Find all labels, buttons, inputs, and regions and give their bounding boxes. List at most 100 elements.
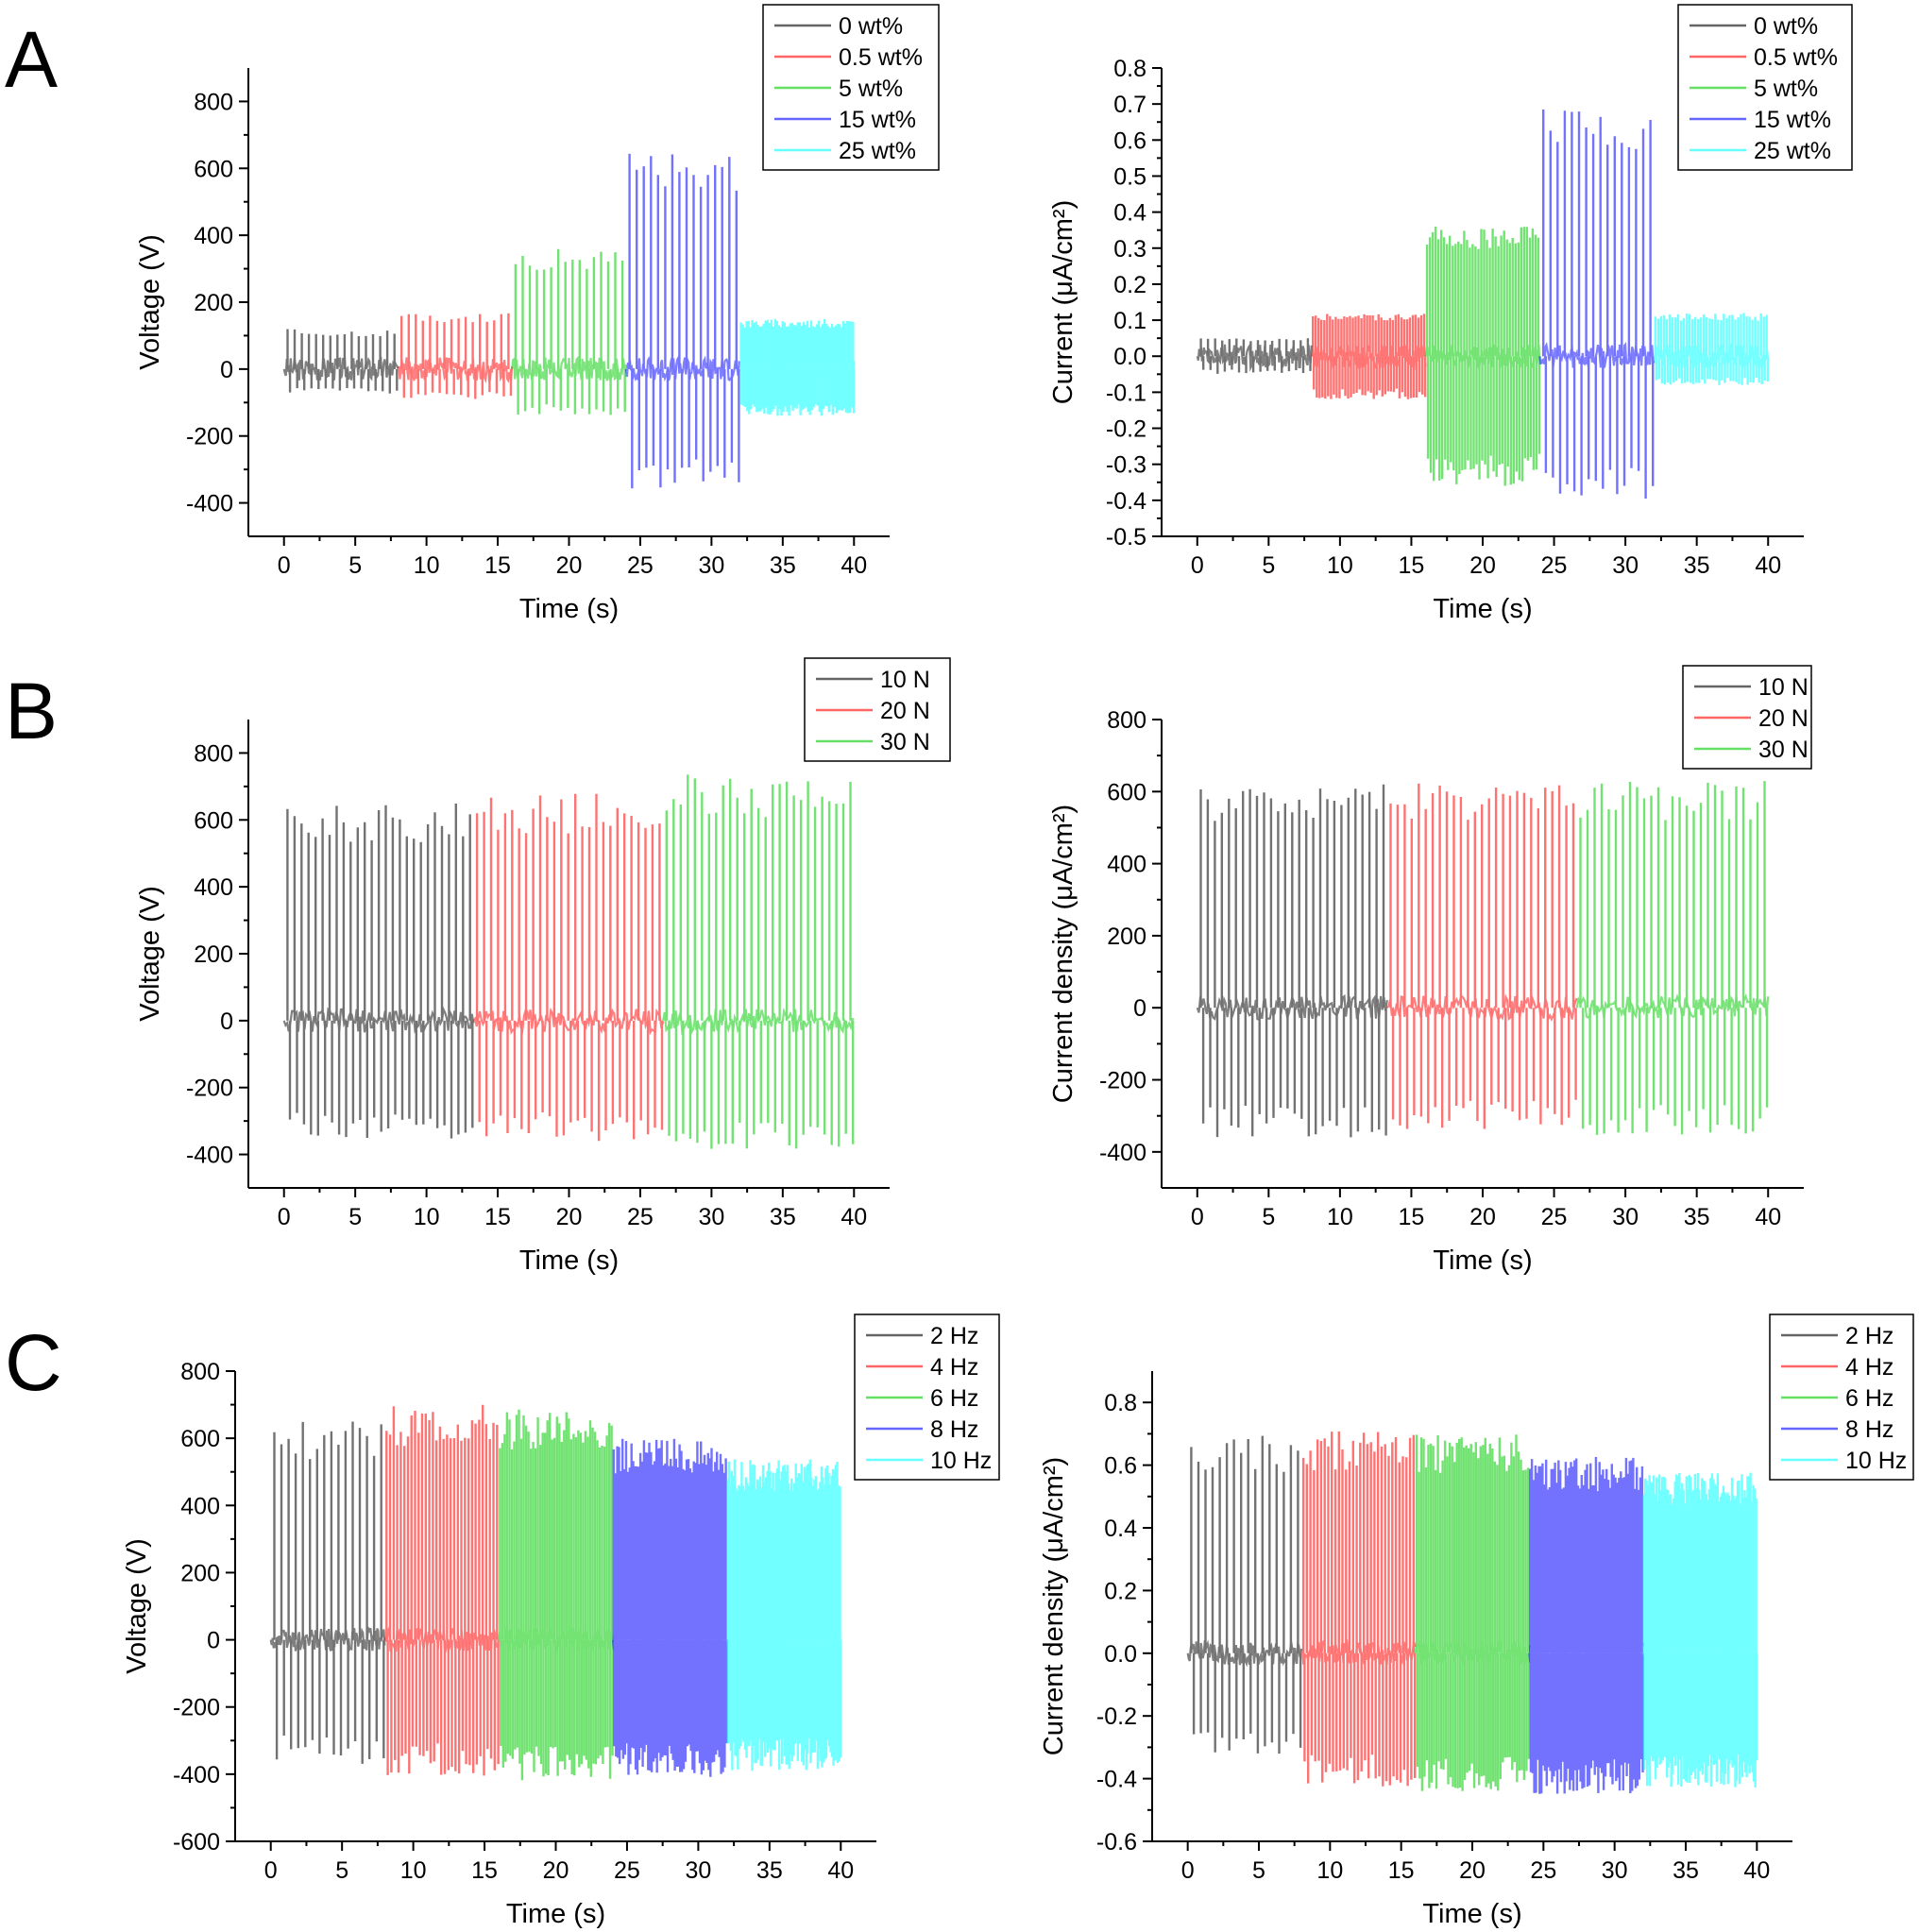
legend-label-3: 6 Hz xyxy=(1845,1385,1894,1412)
legend-label-3: 5 wt% xyxy=(839,76,903,102)
series-4 xyxy=(624,153,741,489)
x-tick-label: 30 xyxy=(698,552,724,579)
x-axis-label: Time (s) xyxy=(519,594,619,624)
x-tick-label: 35 xyxy=(756,1857,783,1884)
x-tick-label: 5 xyxy=(348,1204,362,1230)
x-axis-label: Time (s) xyxy=(1433,594,1532,624)
y-tick-label: -0.6 xyxy=(1096,1829,1137,1856)
legend-label-4: 8 Hz xyxy=(930,1416,978,1443)
legend-label-1: 2 Hz xyxy=(930,1323,978,1349)
legend-label-4: 8 Hz xyxy=(1845,1416,1894,1443)
chart-5: 0 5 10 15 20 25 30 35 40 -600 -400 -200 0 200 400 600 80… xyxy=(122,1313,1000,1929)
y-tick-label: 400 xyxy=(194,874,233,901)
series-4-baseline xyxy=(1538,342,1656,368)
series-3 xyxy=(1424,227,1541,486)
x-tick-label: 0 xyxy=(1181,1857,1195,1884)
y-tick-label: 0.6 xyxy=(1113,127,1146,154)
x-tick-label: 5 xyxy=(335,1857,348,1884)
y-tick-label: -0.2 xyxy=(1106,416,1146,443)
x-tick-label: 15 xyxy=(471,1857,498,1884)
legend-label-5: 25 wt% xyxy=(1754,138,1831,164)
y-tick-label: -0.2 xyxy=(1096,1703,1137,1730)
x-tick-label: 20 xyxy=(1459,1857,1486,1884)
x-tick-label: 40 xyxy=(841,1204,867,1230)
x-axis-label: Time (s) xyxy=(506,1899,605,1929)
legend-label-3: 30 N xyxy=(880,729,930,755)
x-tick-label: 15 xyxy=(1399,1204,1425,1230)
y-tick-label: -400 xyxy=(186,1143,233,1169)
series-5 xyxy=(725,1459,842,1771)
y-axis-label: Voltage (V) xyxy=(135,234,165,369)
x-tick-label: 40 xyxy=(827,1857,854,1884)
y-tick-label: -0.5 xyxy=(1106,524,1146,551)
legend-label-4: 15 wt% xyxy=(1754,107,1831,133)
x-tick-label: 25 xyxy=(1541,552,1568,579)
x-tick-label: 25 xyxy=(627,552,654,579)
y-tick-label: 0 xyxy=(220,357,233,383)
series-5 xyxy=(1653,313,1770,385)
series-2 xyxy=(1300,1431,1417,1787)
y-tick-label: -0.1 xyxy=(1106,380,1146,406)
x-tick-label: 5 xyxy=(1252,1857,1265,1884)
x-axis-label: Time (s) xyxy=(1422,1899,1521,1929)
legend-label-3: 30 N xyxy=(1758,737,1809,763)
y-tick-label: -600 xyxy=(173,1829,220,1856)
panel-label-c: C xyxy=(5,1318,62,1407)
series-4 xyxy=(611,1438,728,1777)
x-tick-label: 0 xyxy=(278,552,291,579)
x-tick-label: 25 xyxy=(614,1857,640,1884)
x-tick-label: 20 xyxy=(1469,1204,1496,1230)
x-tick-label: 35 xyxy=(1684,552,1710,579)
legend-label-2: 20 N xyxy=(880,698,930,724)
x-tick-label: 40 xyxy=(1755,552,1781,579)
legend-label-5: 10 Hz xyxy=(930,1448,992,1474)
y-tick-label: -400 xyxy=(186,491,233,517)
y-tick-label: 0.2 xyxy=(1104,1578,1137,1604)
legend-label-2: 20 N xyxy=(1758,705,1809,732)
x-tick-label: 20 xyxy=(556,1204,583,1230)
x-tick-label: 25 xyxy=(1530,1857,1556,1884)
series-3 xyxy=(1575,781,1770,1135)
x-tick-label: 0 xyxy=(1191,552,1204,579)
x-tick-label: 0 xyxy=(1191,1204,1204,1230)
x-tick-label: 15 xyxy=(484,552,511,579)
y-tick-label: 0.1 xyxy=(1113,308,1146,334)
x-tick-label: 15 xyxy=(1388,1857,1415,1884)
y-tick-label: 0.4 xyxy=(1104,1516,1137,1542)
series-3 xyxy=(662,774,855,1149)
x-tick-label: 15 xyxy=(484,1204,511,1230)
y-tick-label: -200 xyxy=(186,1076,233,1102)
series-4 xyxy=(1538,109,1656,499)
y-tick-label: 0.2 xyxy=(1113,272,1146,298)
legend-label-4: 15 wt% xyxy=(839,107,916,133)
x-tick-label: 25 xyxy=(627,1204,654,1230)
legend-label-2: 4 Hz xyxy=(930,1354,978,1381)
x-tick-label: 40 xyxy=(1743,1857,1770,1884)
x-tick-label: 20 xyxy=(1469,552,1496,579)
y-tick-label: 600 xyxy=(194,156,233,182)
y-tick-label: 0 xyxy=(207,1628,220,1654)
y-tick-label: -0.4 xyxy=(1106,488,1146,515)
x-axis-label: Time (s) xyxy=(519,1246,619,1276)
y-tick-label: -0.3 xyxy=(1106,452,1146,479)
y-axis-label: Voltage (V) xyxy=(135,886,165,1021)
chart-3: 0 5 10 15 20 25 30 35 40 -400 -200 0 200 400 600 800 Tim… xyxy=(135,657,951,1276)
legend-label-1: 0 wt% xyxy=(1754,13,1818,40)
y-tick-label: -200 xyxy=(1099,1068,1146,1094)
series-1 xyxy=(1196,338,1313,374)
y-tick-label: 0.0 xyxy=(1104,1641,1137,1668)
series-1 xyxy=(1186,1435,1303,1754)
series-2-baseline xyxy=(397,357,514,384)
legend-label-1: 10 N xyxy=(880,667,930,693)
y-tick-label: 0 xyxy=(1133,995,1146,1022)
x-tick-label: 20 xyxy=(543,1857,569,1884)
x-axis-label: Time (s) xyxy=(1433,1246,1532,1276)
series-3 xyxy=(498,1409,614,1781)
legend-label-3: 5 wt% xyxy=(1754,76,1818,102)
x-tick-label: 35 xyxy=(1684,1204,1710,1230)
y-axis-label: Voltage (V) xyxy=(122,1538,152,1673)
y-tick-label: 800 xyxy=(180,1359,220,1385)
y-axis-label: Current density (μA/cm²) xyxy=(1039,1457,1069,1755)
y-tick-label: -400 xyxy=(173,1762,220,1788)
